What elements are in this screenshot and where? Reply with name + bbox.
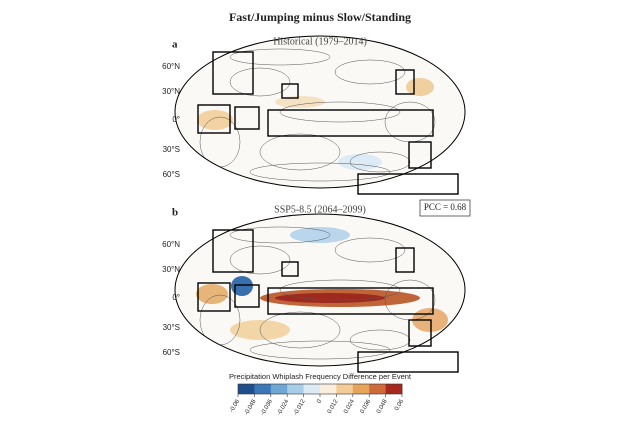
colorbar-tick-label: -0.036 [260, 398, 274, 416]
latitude-label: 30°N [162, 265, 180, 274]
colorbar-tick-label: 0.012 [327, 398, 340, 415]
latitude-label: 0° [172, 115, 180, 124]
colorbar-tick-label: 0.048 [376, 398, 389, 415]
colorbar-swatch [254, 384, 272, 394]
panel-label: a [172, 39, 178, 51]
colorbar-swatch [238, 384, 255, 394]
latitude-label: 60°S [163, 170, 180, 179]
panel-subtitle: Historical (1979–2014) [273, 36, 367, 47]
colorbar-tick-label: 0.024 [343, 398, 356, 415]
colorbar-swatch [320, 384, 337, 394]
pcc-label: PCC = 0.68 [424, 202, 467, 212]
latitude-label: 30°S [163, 145, 180, 154]
pcc-box [419, 199, 471, 217]
latitude-label: 0° [172, 293, 180, 302]
colorbar-tick-label: -0.06 [229, 398, 241, 413]
colorbar-swatch [352, 384, 370, 394]
colorbar-swatch [287, 384, 304, 394]
latitude-label: 60°N [162, 240, 180, 249]
map-panel [174, 35, 466, 195]
map-panel [174, 213, 466, 373]
figure-title: Fast/Jumping minus Slow/Standing [229, 10, 411, 24]
colorbar-tick-label: -0.024 [277, 398, 291, 416]
colorbar-title: Precipitation Whiplash Frequency Differe… [229, 372, 412, 381]
colorbar-tick-label: 0.036 [360, 398, 373, 415]
colorbar-tick-label: -0.048 [244, 398, 258, 416]
colorbar-tick-label: 0.06 [394, 398, 405, 412]
latitude-label: 30°S [163, 323, 180, 332]
colorbar-swatch [385, 384, 403, 394]
colorbar-tick-label: -0.012 [293, 398, 307, 416]
latitude-label: 60°N [162, 62, 180, 71]
panel-label: b [172, 207, 178, 219]
latitude-label: 30°N [162, 87, 180, 96]
colorbar-swatch [303, 384, 321, 394]
colorbar-swatch [369, 384, 386, 394]
panel-subtitle: SSP5-8.5 (2064–2099) [274, 204, 366, 215]
colorbar-swatch [336, 384, 354, 394]
latitude-label: 60°S [163, 348, 180, 357]
colorbar-tick-label: 0 [316, 398, 323, 404]
colorbar-swatch [270, 384, 288, 394]
